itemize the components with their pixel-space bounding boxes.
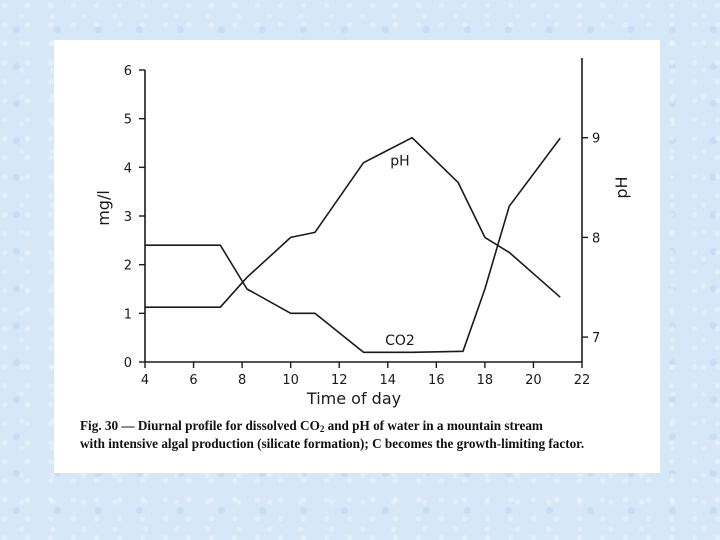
y-right-tick-label: 7	[592, 331, 600, 346]
x-tick-label: 4	[141, 373, 149, 388]
y-left-tick-label: 1	[124, 307, 132, 322]
y-left-tick-label: 3	[124, 210, 132, 225]
slide-panel: 4 6 8 10 12 14 16 18 20 22 Time of day 0 1 2 3 4 5 6 mg/l 7…	[54, 40, 660, 473]
x-tick-label: 8	[238, 373, 246, 388]
y-right-tick-label: 9	[592, 132, 600, 147]
y-left-tick-label: 0	[124, 356, 132, 371]
y-left-tick-label: 2	[124, 259, 132, 274]
x-tick-label: 14	[380, 373, 397, 388]
series-label-ph: pH	[390, 154, 409, 170]
series-line-co2	[145, 137, 561, 354]
x-tick-label: 18	[477, 373, 494, 388]
caption-line-2: with intensive algal production (silicat…	[80, 436, 585, 451]
caption-line-1: Fig. 30 — Diurnal profile for dissolved …	[80, 418, 543, 434]
x-tick-label: 12	[331, 373, 348, 388]
x-tick-label: 6	[189, 373, 197, 388]
x-axis-title: Time of day	[306, 389, 401, 408]
y-left-axis-title: mg/l	[94, 190, 113, 226]
series-line-ph	[145, 136, 561, 309]
y-left-tick-label: 4	[124, 161, 132, 176]
y-left-tick-label: 6	[124, 64, 132, 79]
y-left-tick-label: 5	[124, 113, 132, 128]
x-tick-label: 16	[428, 373, 445, 388]
x-tick-label: 10	[282, 373, 299, 388]
x-tick-label: 20	[525, 373, 542, 388]
y-right-axis-title: pH	[612, 176, 631, 198]
figure-caption: Fig. 30 — Diurnal profile for dissolved …	[80, 417, 650, 453]
series-label-co2: CO2	[385, 333, 415, 349]
x-tick-label: 22	[574, 373, 591, 388]
y-right-tick-label: 8	[592, 231, 600, 246]
